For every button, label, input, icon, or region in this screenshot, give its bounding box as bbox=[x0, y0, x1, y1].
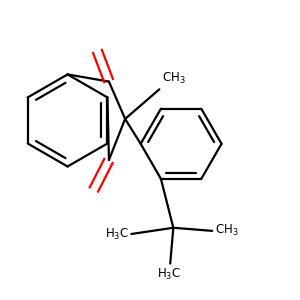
Text: CH$_3$: CH$_3$ bbox=[162, 71, 185, 86]
Text: CH$_3$: CH$_3$ bbox=[215, 223, 238, 238]
Text: H$_3$C: H$_3$C bbox=[105, 226, 129, 242]
Text: H$_3$C: H$_3$C bbox=[157, 267, 181, 282]
